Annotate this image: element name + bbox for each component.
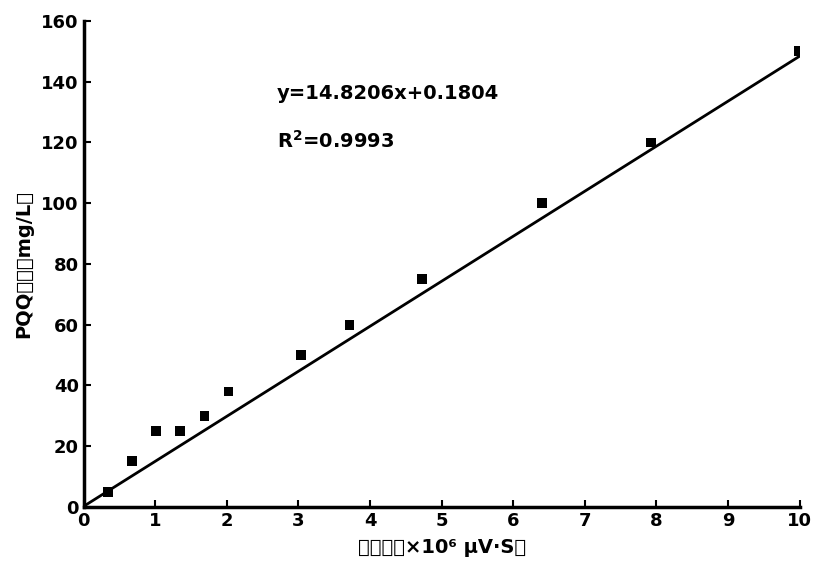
Text: y=14.8206x+0.1804: y=14.8206x+0.1804	[277, 84, 499, 103]
Point	[415, 275, 429, 284]
Point	[536, 199, 549, 208]
Point	[644, 138, 657, 147]
Point	[792, 47, 805, 56]
Point	[173, 427, 187, 436]
Point	[343, 320, 356, 329]
Y-axis label: PQQ浓度（mg/L）: PQQ浓度（mg/L）	[14, 190, 33, 338]
Point	[101, 487, 114, 496]
Point	[294, 351, 307, 360]
X-axis label: 峰面积（×10⁶ μV·S）: 峰面积（×10⁶ μV·S）	[358, 538, 525, 557]
Point	[222, 387, 235, 396]
Point	[150, 427, 163, 436]
Text: R$^2$=0.9993: R$^2$=0.9993	[277, 130, 394, 152]
Point	[197, 411, 211, 420]
Point	[126, 457, 139, 466]
